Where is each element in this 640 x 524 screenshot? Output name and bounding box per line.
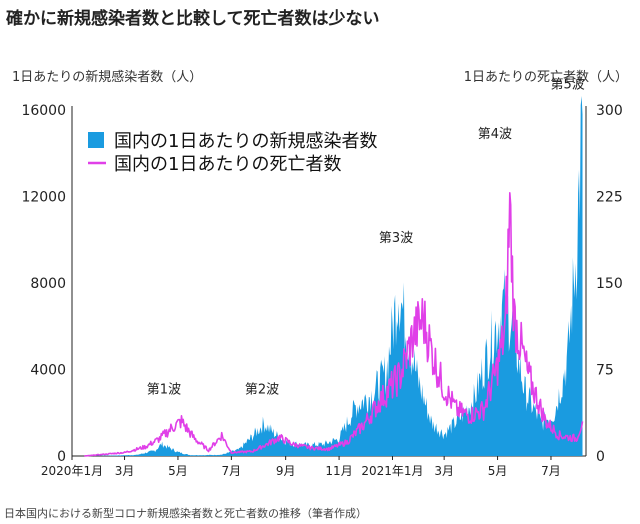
- chart-title: 確かに新規感染者数と比較して死亡者数は少ない: [6, 9, 380, 29]
- x-tick-label: 3月: [434, 464, 454, 478]
- left-axis-label: 1日あたりの新規感染者数（人）: [12, 70, 203, 85]
- legend-cases-swatch: [88, 132, 104, 148]
- left-tick-label: 16000: [21, 103, 66, 119]
- left-tick-label: 12000: [21, 190, 66, 206]
- wave-annotation-4: 第4波: [478, 127, 512, 142]
- wave-annotation-2: 第2波: [245, 382, 279, 397]
- legend-cases-label: 国内の1日あたりの新規感染者数: [114, 131, 377, 152]
- left-tick-label: 0: [57, 449, 66, 465]
- right-tick-label: 300: [596, 103, 623, 119]
- x-tick-label: 7月: [541, 464, 561, 478]
- wave-annotation-5: 第5波: [550, 77, 584, 92]
- x-tick-label: 3月: [115, 464, 135, 478]
- series-cases-area: [84, 96, 583, 456]
- series-deaths-line: [84, 192, 584, 457]
- wave-annotation-1: 第1波: [147, 382, 181, 397]
- chart-caption: 日本国内における新型コロナ新規感染者数と死亡者数の推移（筆者作成）: [4, 507, 367, 520]
- legend-deaths-label: 国内の1日あたりの死亡者数: [114, 154, 341, 175]
- left-tick-label: 8000: [30, 276, 66, 292]
- x-tick-label: 5月: [168, 464, 188, 478]
- wave-annotation-3: 第3波: [379, 231, 413, 246]
- x-tick-label: 9月: [276, 464, 296, 478]
- right-tick-label: 75: [596, 363, 614, 379]
- right-tick-label: 225: [596, 190, 623, 206]
- right-axis-label: 1日あたりの死亡者数（人）: [463, 70, 628, 85]
- right-tick-label: 0: [596, 449, 605, 465]
- right-tick-label: 150: [596, 276, 623, 292]
- x-tick-label: 5月: [488, 464, 508, 478]
- x-tick-label: 11月: [325, 464, 352, 478]
- left-tick-label: 4000: [30, 363, 66, 379]
- x-tick-label: 2021年1月: [361, 464, 423, 478]
- x-tick-label: 2020年1月: [41, 464, 103, 478]
- x-tick-label: 7月: [222, 464, 242, 478]
